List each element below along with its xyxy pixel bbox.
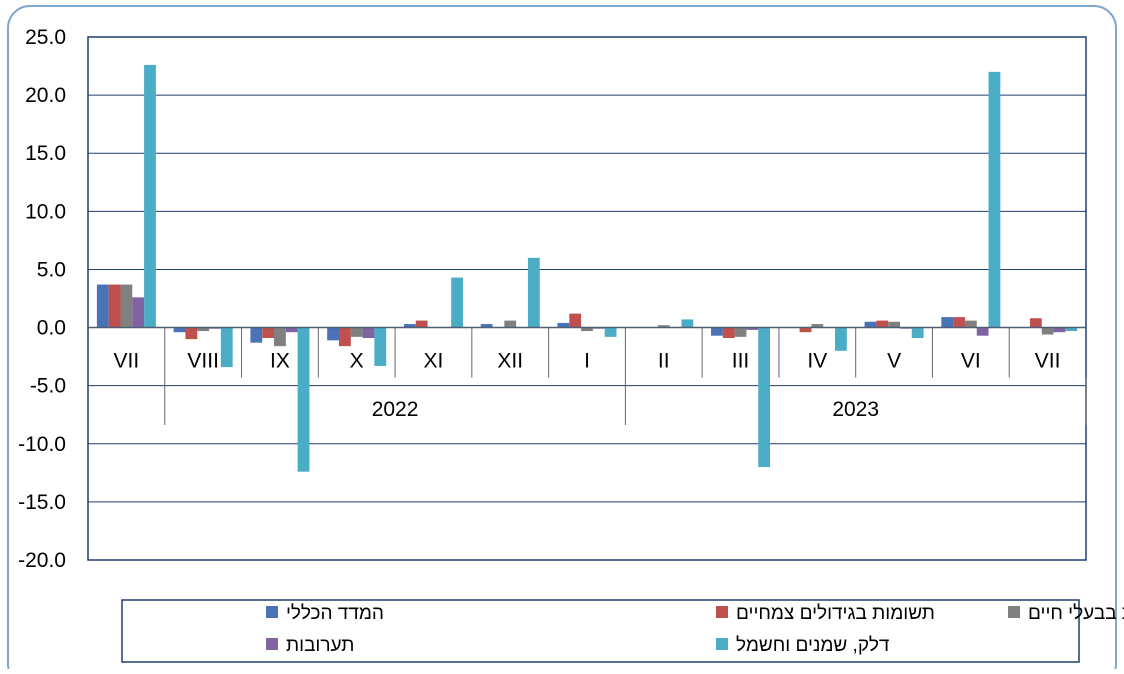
category-label: VIII xyxy=(187,350,219,373)
bar xyxy=(120,284,133,328)
bar xyxy=(711,327,723,336)
bar xyxy=(374,327,387,366)
bar xyxy=(144,64,156,328)
bar xyxy=(1053,327,1066,333)
bar xyxy=(274,327,286,347)
bar xyxy=(835,327,847,351)
bar xyxy=(864,321,877,328)
axes: 25.0 20.0 15.0 10.0 5.0 0.0 -5.0 -10.0 -15.0 -20.… xyxy=(18,26,1087,572)
category-label: III xyxy=(732,350,750,373)
year-label: 2022 xyxy=(372,398,419,421)
bar xyxy=(415,320,428,328)
category-label: IX xyxy=(270,350,290,373)
bar xyxy=(185,327,198,340)
bar xyxy=(876,320,889,328)
bar xyxy=(132,297,145,328)
y-tick-label: 0.0 xyxy=(37,317,66,340)
bar xyxy=(811,324,824,328)
bar xyxy=(96,284,109,328)
bar xyxy=(403,324,416,328)
category-label: IV xyxy=(807,350,827,373)
bar xyxy=(681,319,694,328)
chart-border xyxy=(7,5,1117,674)
bar xyxy=(285,327,298,333)
bar xyxy=(220,327,233,368)
bar xyxy=(527,257,540,328)
bar xyxy=(350,327,363,337)
y-tick-label: 10.0 xyxy=(25,200,66,223)
bar xyxy=(297,327,310,472)
bar xyxy=(197,327,210,332)
legend-swatch xyxy=(1008,606,1020,618)
bar xyxy=(338,327,351,347)
category-label: VII xyxy=(114,350,140,373)
y-tick-label: -10.0 xyxy=(18,433,66,456)
bar xyxy=(173,327,186,333)
bar xyxy=(451,277,463,328)
category-label: I xyxy=(584,350,590,373)
y-tick-label: 25.0 xyxy=(25,26,66,49)
plot-area xyxy=(87,36,1087,561)
bar xyxy=(1029,318,1042,328)
bar xyxy=(327,327,339,341)
legend-swatch xyxy=(266,606,278,618)
y-tick-label: 5.0 xyxy=(37,258,66,281)
legend-label: תשומות בגידולים צמחיים xyxy=(736,603,935,624)
category-label: X xyxy=(350,350,364,373)
bar xyxy=(911,327,924,339)
bar xyxy=(734,327,747,337)
bar xyxy=(480,324,493,328)
legend-label: דלק, שמנים וחשמל xyxy=(736,635,890,656)
bar xyxy=(581,327,593,332)
bar xyxy=(746,327,759,330)
legend-label: תשומות בבעלי חיים xyxy=(1028,603,1124,624)
y-tick-label: -20.0 xyxy=(18,549,66,572)
bar xyxy=(953,317,965,328)
y-tick-label: 15.0 xyxy=(25,142,66,165)
legend-swatch xyxy=(716,638,728,650)
bar xyxy=(941,317,954,328)
bar xyxy=(888,321,900,328)
y-tick-label: -5.0 xyxy=(30,375,66,398)
category-label: XI xyxy=(424,350,444,373)
legend-swatch xyxy=(716,606,728,618)
legend-swatch xyxy=(266,638,278,650)
bar xyxy=(262,327,275,339)
bar xyxy=(108,284,121,328)
bar xyxy=(799,327,812,333)
y-tick-label: 20.0 xyxy=(25,84,66,107)
category-label: V xyxy=(887,350,901,373)
bar xyxy=(362,327,375,339)
legend-label: המדד הכללי xyxy=(286,603,384,624)
bar xyxy=(504,320,517,328)
bar xyxy=(1065,327,1078,332)
category-label: II xyxy=(658,350,670,373)
bar xyxy=(569,313,582,328)
bar xyxy=(1041,327,1054,335)
bar xyxy=(722,327,735,339)
bar xyxy=(557,322,570,328)
category-label: VI xyxy=(961,350,981,373)
legend-label: תערובות xyxy=(286,635,354,656)
category-label: XII xyxy=(497,350,523,373)
bars xyxy=(96,64,1078,472)
year-label: 2023 xyxy=(832,398,879,421)
category-label: VII xyxy=(1035,350,1061,373)
bar xyxy=(250,327,263,343)
bar xyxy=(976,327,989,336)
bar xyxy=(988,71,1001,328)
bar xyxy=(964,320,977,328)
bar xyxy=(657,325,670,328)
bar xyxy=(758,327,771,468)
legend: המדד הכללי תשומות בגידולים צמחיים תשומות ב… xyxy=(121,599,1124,663)
legend-box xyxy=(121,599,1080,663)
bar xyxy=(604,327,617,337)
y-tick-label: -15.0 xyxy=(18,491,66,514)
